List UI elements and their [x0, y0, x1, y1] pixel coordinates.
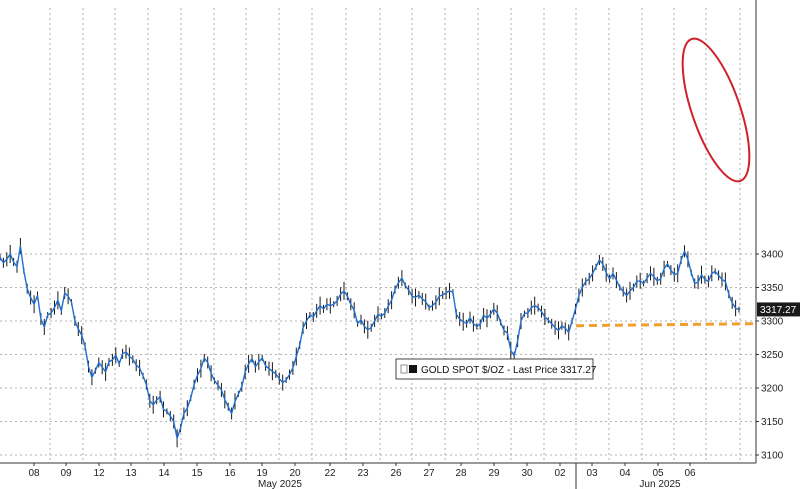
x-tick-label: 16 — [224, 468, 236, 479]
y-tick-label: 3150 — [761, 417, 784, 428]
x-tick-label: 19 — [256, 468, 268, 479]
x-tick-label: 03 — [586, 468, 598, 479]
legend-box — [395, 358, 594, 380]
x-tick-label: 02 — [554, 468, 566, 479]
grid — [0, 8, 756, 463]
x-tick-label: 13 — [125, 468, 137, 479]
x-tick-label: 04 — [619, 468, 631, 479]
x-tick-label: 14 — [158, 468, 170, 479]
y-tick-label: 3350 — [761, 283, 784, 294]
legend-swatch — [409, 365, 417, 373]
series-area — [0, 238, 740, 448]
x-tick-label: 12 — [93, 468, 105, 479]
x-tick-label: 05 — [652, 468, 664, 479]
month-label-jun: Jun 2025 — [639, 479, 681, 489]
x-tick-label: 28 — [455, 468, 467, 479]
x-tick-label: 29 — [488, 468, 500, 479]
price-wicks — [0, 238, 740, 448]
y-tick-label: 3100 — [761, 451, 784, 462]
month-label-may: May 2025 — [258, 479, 302, 489]
price-line — [0, 245, 740, 439]
annotations — [575, 37, 757, 328]
last-price-label: 3317.27 — [760, 305, 797, 316]
legend-label: GOLD SPOT $/OZ - Last Price 3317.27 — [421, 365, 597, 376]
last-price-flag — [757, 302, 800, 317]
labels: 3317.27 GOLD SPOT $/OZ - Last Price 3317.… — [395, 302, 800, 380]
x-tick-label: 30 — [521, 468, 533, 479]
x-tick-label: 06 — [684, 468, 696, 479]
support-line — [575, 322, 757, 328]
x-tick-label: 09 — [60, 468, 72, 479]
x-tick-label: 23 — [357, 468, 369, 479]
y-tick-label: 3250 — [761, 350, 784, 361]
y-tick-label: 3300 — [761, 317, 784, 328]
y-tick-label: 3400 — [761, 250, 784, 261]
x-tick-label: 15 — [191, 468, 203, 479]
legend-swatch-outline — [400, 364, 408, 374]
x-tick-label: 22 — [324, 468, 336, 479]
y-tick-label: 3200 — [761, 384, 784, 395]
x-tick-label: 26 — [390, 468, 402, 479]
highlight-ellipse — [681, 37, 751, 183]
x-tick-label: 20 — [289, 468, 301, 479]
x-tick-label: 08 — [28, 468, 40, 479]
x-tick-label: 27 — [423, 468, 435, 479]
